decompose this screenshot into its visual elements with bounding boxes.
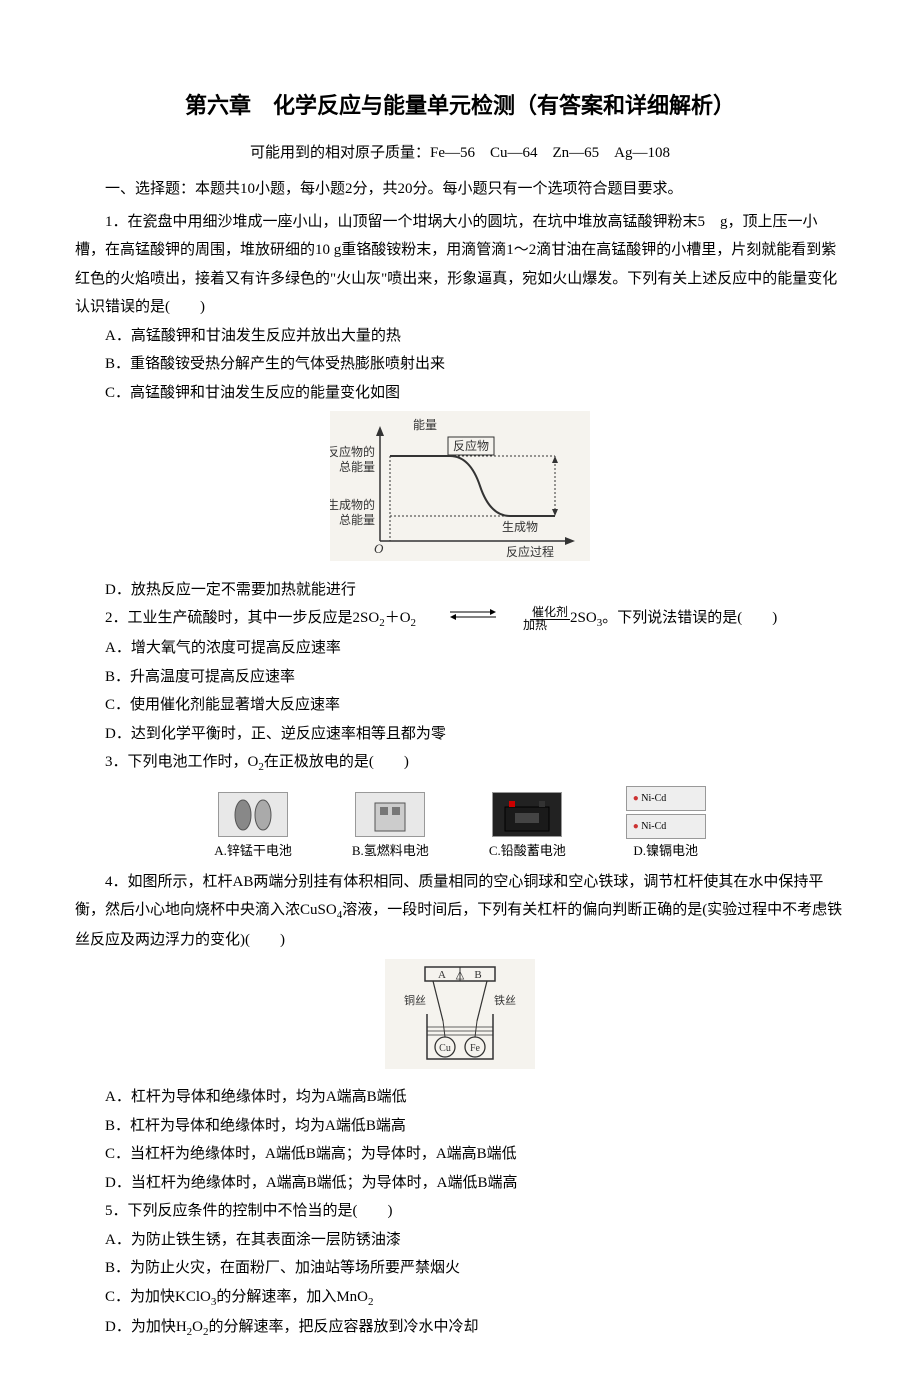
svg-text:△: △ xyxy=(456,969,465,981)
q1-option-b: B．重铬酸铵受热分解产生的气体受热膨胀喷射出来 xyxy=(75,350,845,379)
lever-a-label: A xyxy=(438,969,446,981)
q2-text-before: 2．工业生产硫酸时，其中一步反应是2SO xyxy=(105,610,379,626)
iron-wire-label: 铁丝 xyxy=(494,994,516,1007)
fe-ball-label: Fe xyxy=(470,1043,481,1054)
product-energy-label-2: 总能量 xyxy=(339,513,375,527)
product-label: 生成物 xyxy=(502,520,538,534)
cu-ball-label: Cu xyxy=(439,1043,451,1054)
question-4: 4．如图所示，杠杆AB两端分别挂有体积相同、质量相同的空心铜球和空心铁球，调节杠… xyxy=(75,868,845,955)
nicd-tag-1: Ni-Cd xyxy=(641,793,666,804)
q5-c-before: C．为加快KClO xyxy=(105,1289,211,1305)
battery-a-icon xyxy=(218,792,288,837)
battery-d: ● Ni-Cd ● Ni-Cd D.镍镉电池 xyxy=(626,786,706,864)
battery-b-label: B.氢燃料电池 xyxy=(352,839,429,864)
q2-text-mid2: 2SO xyxy=(570,610,597,626)
q1-option-c: C．高锰酸钾和甘油发生反应的能量变化如图 xyxy=(75,379,845,408)
battery-a: A.锌锰干电池 xyxy=(214,792,292,864)
question-5: 5．下列反应条件的控制中不恰当的是( ) xyxy=(75,1197,845,1226)
q5-option-b: B．为防止火灾，在面粉厂、加油站等场所要严禁烟火 xyxy=(75,1254,845,1283)
q2-text-mid1: ＋O xyxy=(385,610,411,626)
q4-option-a: A．杠杆为导体和绝缘体时，均为A端高B端低 xyxy=(75,1083,845,1112)
q2-option-d: D．达到化学平衡时，正、逆反应速率相等且都为零 xyxy=(75,720,845,749)
q5-option-d: D．为加快H2O2的分解速率，把反应容器放到冷水中冷却 xyxy=(75,1313,845,1343)
battery-c-icon xyxy=(492,792,562,837)
q2-option-b: B．升高温度可提高反应速率 xyxy=(75,663,845,692)
q5-option-a: A．为防止铁生锈，在其表面涂一层防锈油漆 xyxy=(75,1226,845,1255)
question-1: 1．在瓷盘中用细沙堆成一座小山，山顶留一个坩埚大小的圆坑，在坑中堆放高锰酸钾粉末… xyxy=(75,208,845,322)
battery-b-icon xyxy=(355,792,425,837)
q5-c-mid: 的分解速率，加入MnO xyxy=(216,1289,368,1305)
q2-option-a: A．增大氧气的浓度可提高反应速率 xyxy=(75,634,845,663)
q5-option-c: C．为加快KClO3的分解速率，加入MnO2 xyxy=(75,1283,845,1313)
reactant-energy-label-1: 反应物的 xyxy=(330,444,375,459)
reactant-box-label: 反应物 xyxy=(453,438,489,453)
section-header: 一、选择题：本题共10小题，每小题2分，共20分。每小题只有一个选项符合题目要求… xyxy=(75,175,845,204)
y-axis-label: 能量 xyxy=(413,418,437,432)
q5-d-after: 的分解速率，把反应容器放到冷水中冷却 xyxy=(209,1319,479,1335)
question-2: 2．工业生产硫酸时，其中一步反应是2SO2＋O2催化剂加热2SO3。下列说法错误… xyxy=(75,604,845,634)
origin-label: O xyxy=(374,541,384,556)
q5-d-before: D．为加快H xyxy=(105,1319,187,1335)
q2-option-c: C．使用催化剂能显著增大反应速率 xyxy=(75,691,845,720)
reactant-energy-label-2: 总能量 xyxy=(339,460,375,474)
product-energy-label-1: 生成物的 xyxy=(330,497,375,512)
battery-b: B.氢燃料电池 xyxy=(352,792,429,864)
energy-diagram: 反应物 能量 反应物的 总能量 生成物的 总能量 生成物 O 反应过程 xyxy=(75,411,845,572)
q1-option-d: D．放热反应一定不需要加热就能进行 xyxy=(75,576,845,605)
battery-d-icon: ● Ni-Cd ● Ni-Cd xyxy=(626,786,706,839)
q3-text-before: 3．下列电池工作时，O xyxy=(105,754,258,770)
subtitle: 可能用到的相对原子质量：Fe—56 Cu—64 Zn—65 Ag—108 xyxy=(75,139,845,168)
q1-option-a: A．高锰酸钾和甘油发生反应并放出大量的热 xyxy=(75,322,845,351)
nicd-tag-2: Ni-Cd xyxy=(641,821,666,832)
battery-c: C.铅酸蓄电池 xyxy=(489,792,566,864)
page-title: 第六章 化学反应与能量单元检测（有答案和详细解析） xyxy=(75,85,845,127)
lever-diagram: A △ B 铜丝 铁丝 Cu Fe xyxy=(75,959,845,1080)
battery-d-label: D.镍镉电池 xyxy=(626,839,706,864)
q2-text-after: 。下列说法错误的是( ) xyxy=(602,610,777,626)
battery-a-label: A.锌锰干电池 xyxy=(214,839,292,864)
q4-option-b: B．杠杆为导体和绝缘体时，均为A端低B端高 xyxy=(75,1112,845,1141)
q4-option-d: D．当杠杆为绝缘体时，A端高B端低；为导体时，A端低B端高 xyxy=(75,1169,845,1198)
lever-b-label: B xyxy=(474,969,481,981)
battery-c-label: C.铅酸蓄电池 xyxy=(489,839,566,864)
q4-option-c: C．当杠杆为绝缘体时，A端低B端高；为导体时，A端高B端低 xyxy=(75,1140,845,1169)
question-3: 3．下列电池工作时，O2在正极放电的是( ) xyxy=(75,748,845,778)
x-axis-label: 反应过程 xyxy=(506,544,554,559)
catalyst-bot: 加热 xyxy=(521,618,549,632)
copper-wire-label: 铜丝 xyxy=(404,993,426,1007)
q3-text-after: 在正极放电的是( ) xyxy=(264,754,409,770)
battery-row: A.锌锰干电池 B.氢燃料电池 C.铅酸蓄电池 ● Ni-Cd ● Ni-Cd … xyxy=(75,786,845,864)
q5-d-mid1: O xyxy=(192,1319,203,1335)
